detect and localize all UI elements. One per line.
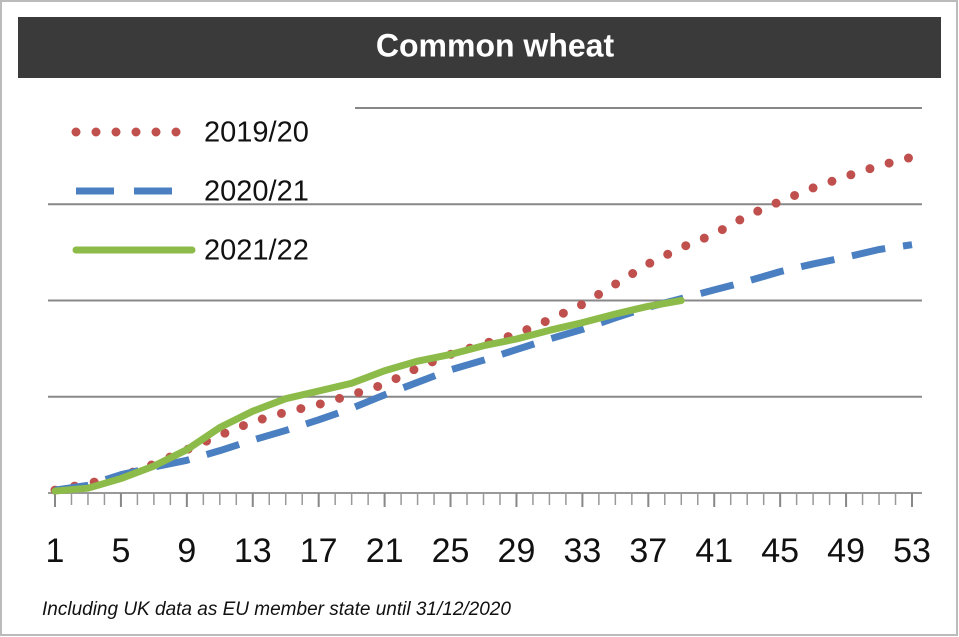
x-tick-label: 33 [563,532,601,570]
x-tick-label: 25 [432,532,470,570]
x-tick-label: 29 [498,532,536,570]
x-tick-label: 1 [46,532,65,570]
x-tick-label: 13 [234,532,272,570]
x-tick-label: 5 [111,532,130,570]
legend-label: 2021/22 [204,235,309,267]
x-tick-label: 45 [761,532,799,570]
title-bar [18,17,941,78]
x-tick-label: 37 [629,532,667,570]
series-line [54,241,913,494]
x-tick-label: 21 [366,532,404,570]
x-tick-label: 53 [893,532,931,570]
x-tick-label: 9 [177,532,196,570]
chart-title: Common wheat [376,27,615,63]
legend-label: 2019/20 [204,117,309,149]
series-line [51,297,685,495]
x-tick-label: 41 [695,532,733,570]
legend-label: 2020/21 [204,176,309,208]
footnote: Including UK data as EU member state unt… [42,599,511,620]
x-tick-label: 49 [827,532,865,570]
x-tick-label: 17 [300,532,338,570]
